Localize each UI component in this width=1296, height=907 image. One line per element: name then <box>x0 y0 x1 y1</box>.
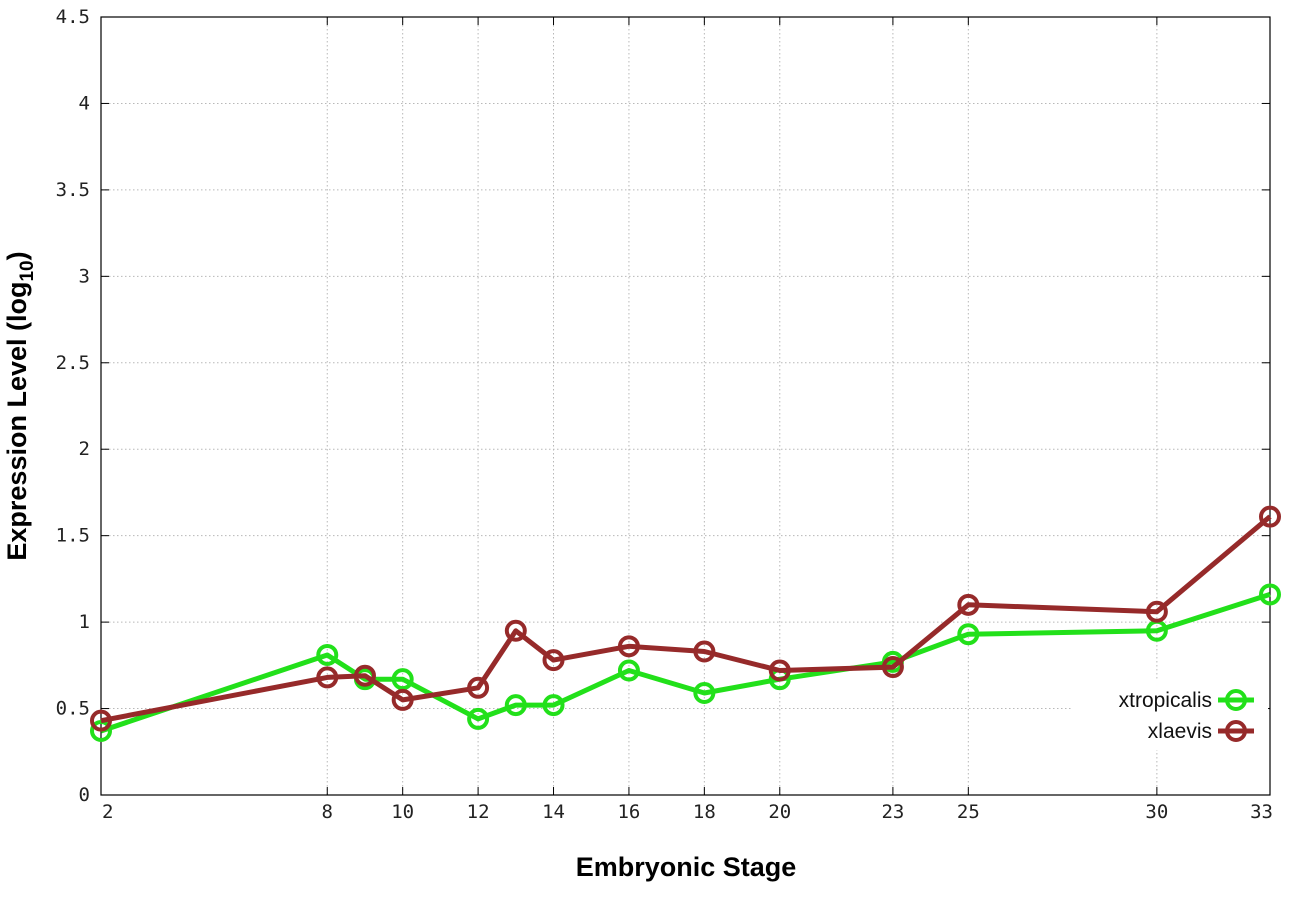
x-tick-label: 8 <box>322 801 333 823</box>
y-axis-title-subscript: 10 <box>17 260 38 281</box>
x-tick-label: 18 <box>693 801 716 823</box>
data-point-xtropicalis <box>467 707 490 730</box>
data-point-xtropicalis <box>316 643 339 666</box>
legend-label-xtropicalis: xtropicalis <box>1119 689 1212 712</box>
data-point-xtropicalis <box>693 681 716 704</box>
x-tick-label: 16 <box>617 801 640 823</box>
x-tick-label: 14 <box>542 801 565 823</box>
grid-lines <box>101 17 1270 795</box>
data-point-xlaevis <box>1145 600 1168 623</box>
x-tick-label: 10 <box>391 801 414 823</box>
y-tick-label: 3.5 <box>56 179 90 201</box>
y-axis-title: Expression Level (log10) <box>2 251 38 560</box>
x-tick-label: 23 <box>881 801 904 823</box>
series-layer <box>90 505 1281 743</box>
data-point-xlaevis <box>957 593 980 616</box>
data-point-xlaevis <box>542 649 565 672</box>
data-point-xtropicalis <box>542 694 565 717</box>
plot-frame <box>100 16 1271 796</box>
legend-label-xlaevis: xlaevis <box>1148 720 1212 743</box>
data-point-xlaevis <box>504 619 527 642</box>
y-tick-label: 2 <box>79 438 90 460</box>
data-point-xlaevis <box>391 688 414 711</box>
legend: xtropicalis xlaevis <box>1072 680 1268 750</box>
y-tick-label: 1.5 <box>56 525 90 547</box>
x-tick-label: 20 <box>768 801 791 823</box>
data-point-xtropicalis <box>504 694 527 717</box>
x-axis-title: Embryonic Stage <box>576 852 797 882</box>
y-tick-label: 0.5 <box>56 698 90 720</box>
y-axis-title-main: Expression Level (log <box>2 282 32 561</box>
data-point-xtropicalis <box>90 720 112 743</box>
data-point-xlaevis <box>316 666 339 689</box>
data-point-xtropicalis <box>617 659 640 682</box>
data-point-xlaevis <box>353 664 376 687</box>
data-point-xtropicalis <box>1259 583 1281 606</box>
data-point-xlaevis <box>693 640 716 663</box>
series-xlaevis <box>90 505 1281 732</box>
legend-swatch-marker <box>1225 720 1247 742</box>
x-tick-label: 2 <box>102 801 113 823</box>
y-axis-title-close: ) <box>2 251 32 260</box>
y-tick-label: 3 <box>79 265 90 287</box>
data-point-xlaevis <box>90 709 112 732</box>
x-tick-label: 30 <box>1145 801 1168 823</box>
x-tick-label: 12 <box>467 801 490 823</box>
data-point-xlaevis <box>881 656 904 679</box>
x-tick-label: 33 <box>1250 801 1273 823</box>
legend-swatch-marker <box>1225 689 1247 711</box>
data-point-xlaevis <box>768 659 791 682</box>
data-point-xlaevis <box>617 635 640 658</box>
axis-ticks: 0 0.5 1 1.5 2 2.5 3 3.5 4 4.5 2 8 10 12 14 16 18 20 23 25 30… <box>56 6 1273 823</box>
y-tick-label: 4 <box>79 92 90 114</box>
y-tick-label: 2.5 <box>56 352 90 374</box>
data-point-xlaevis <box>467 676 490 699</box>
data-point-xlaevis <box>1259 505 1281 528</box>
x-tick-label: 25 <box>957 801 980 823</box>
y-tick-label: 0 <box>79 784 90 806</box>
y-tick-label: 4.5 <box>56 6 90 28</box>
data-point-xtropicalis <box>391 668 414 691</box>
data-point-xtropicalis <box>957 623 980 646</box>
y-tick-label: 1 <box>79 611 90 633</box>
